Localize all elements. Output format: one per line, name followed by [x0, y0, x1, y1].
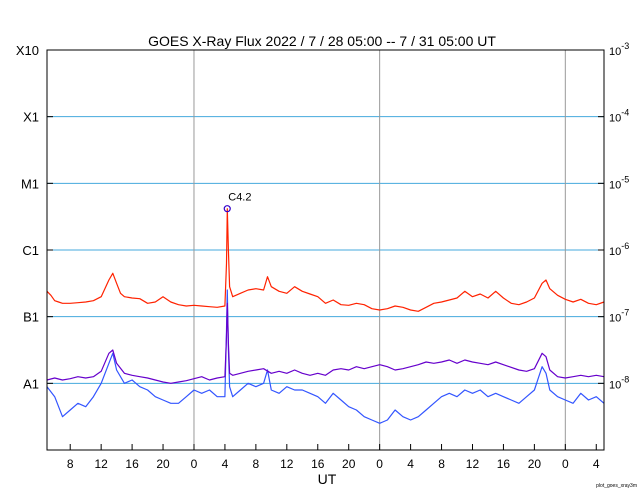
footer-label: plot_goes_xray3m — [596, 483, 637, 489]
x-axis-ticks: 8 12 16 20 0 4 8 12 16 20 0 4 8 12 16 20 0 4 — [67, 444, 600, 471]
x-tick-label: 0 — [562, 457, 569, 471]
flare-peak-label: C4.2 — [228, 192, 251, 204]
series-line-0 — [46, 208, 605, 312]
x-tick-label: 4 — [222, 457, 229, 471]
series-layer — [46, 208, 605, 424]
day-boundary-gridlines — [193, 50, 566, 450]
y-right-flux-label: 10-8 — [609, 374, 629, 391]
x-tick-label: 12 — [466, 457, 480, 471]
y-left-class-label: M1 — [21, 176, 39, 191]
flare-annotation: C4.2 — [223, 192, 252, 213]
y-right-flux-label: 10-5 — [609, 174, 629, 191]
x-tick-label: 4 — [407, 457, 414, 471]
x-tick-label: 8 — [438, 457, 445, 471]
x-tick-label: 12 — [94, 457, 108, 471]
plot-area: C4.2 — [46, 49, 605, 451]
y-left-class-label: C1 — [22, 243, 39, 258]
x-tick-label: 20 — [528, 457, 542, 471]
x-tick-label: 0 — [376, 457, 383, 471]
x-tick-label: 16 — [311, 457, 325, 471]
x-axis-label: UT — [318, 471, 337, 487]
flare-peak-marker — [223, 205, 231, 213]
chart-title: GOES X-Ray Flux 2022 / 7 / 28 05:00 -- 7… — [148, 33, 496, 49]
y-right-flux-label: 10-3 — [609, 41, 629, 58]
y-left-class-label: X1 — [23, 110, 39, 125]
x-tick-label: 0 — [191, 457, 198, 471]
x-tick-label: 16 — [125, 457, 139, 471]
x-tick-label: 8 — [67, 457, 74, 471]
x-tick-label: 8 — [253, 457, 260, 471]
series-line-2 — [46, 302, 605, 384]
y-left-class-label: B1 — [23, 310, 39, 325]
y-right-flux-label: 10-6 — [609, 241, 629, 258]
x-tick-label: 20 — [156, 457, 170, 471]
y-right-flux-label: 10-7 — [609, 308, 629, 325]
class-gridlines — [47, 116, 604, 384]
y-right-flux-label: 10-4 — [609, 108, 629, 125]
x-tick-label: 20 — [342, 457, 356, 471]
x-tick-label: 4 — [593, 457, 600, 471]
y-left-class-label: X10 — [16, 43, 39, 58]
left-axis-class-labels: X10 X1 M1 C1 B1 A1 — [16, 43, 53, 391]
y-left-class-label: A1 — [23, 376, 39, 391]
series-line-1 — [46, 289, 605, 424]
right-axis-flux-labels: 10-3 10-4 10-5 10-6 10-7 10-8 — [598, 41, 629, 391]
x-tick-label: 16 — [497, 457, 511, 471]
x-tick-label: 12 — [280, 457, 294, 471]
